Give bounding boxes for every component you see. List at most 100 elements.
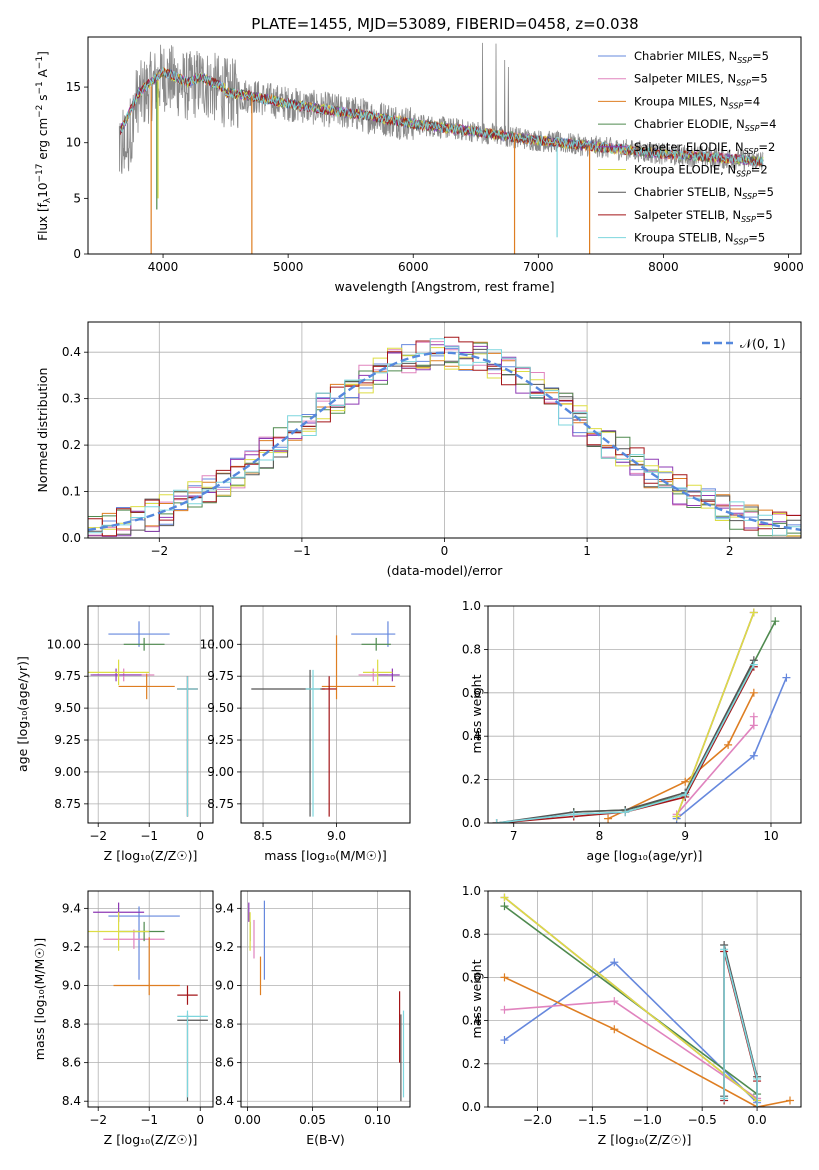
y-axis-label: mass weight: [469, 674, 484, 753]
x-axis-label: Z [log₁₀(Z/Z☉)]: [598, 1132, 692, 1147]
point-marker-chabrier_miles: [782, 673, 791, 682]
y-axis-label: age [log₁₀(age/yr)]: [15, 656, 30, 772]
x-tick-label: −2: [150, 544, 168, 558]
y-tick-label: 9.75: [207, 669, 234, 683]
y-tick-label: 0.2: [462, 1057, 481, 1071]
x-axis-label: wavelength [Angstrom, rest frame]: [334, 279, 554, 294]
spectrum-plot-area: [118, 42, 764, 254]
y-tick-label: 1.0: [462, 884, 481, 898]
y-tick-label: 9.25: [207, 733, 234, 747]
spectrum-panel: 4000 5000 6000 7000 8000 9000 0 5 10 15 wavelength…: [35, 36, 804, 294]
x-tick-label: 0: [196, 829, 204, 843]
point-marker-kroupa_miles: [786, 1096, 795, 1105]
x-axis-label: (data-model)/error: [387, 563, 504, 578]
series-line-chabrier_miles: [676, 677, 788, 820]
mass_vs_Z-panel: −2 −1 0 8.4 8.6 8.8 9.0 9.2 9.4 Z [log₁₀(Z/Z☉)] ma…: [32, 890, 214, 1147]
x-tick-label: −2: [89, 1113, 107, 1127]
mass_vs_Z-plot-area: [88, 902, 208, 1102]
y-tick-label: 10.00: [200, 637, 234, 651]
x-tick-label: 5000: [273, 260, 304, 274]
y-tick-label: 9.75: [54, 669, 81, 683]
point-marker-kroupa_elodie: [500, 893, 509, 902]
x-tick-label: −2.0: [523, 1113, 552, 1127]
point-marker-salpeter_miles: [500, 1005, 509, 1014]
y-tick-label: 9.0: [215, 979, 234, 993]
y-tick-label: 0.0: [462, 1100, 481, 1114]
y-tick-label: 9.2: [62, 940, 81, 954]
y-tick-label: 0.8: [462, 927, 481, 941]
massweight_vs_age-plot-area: [492, 608, 791, 823]
point-marker-chabrier_elodie: [771, 617, 780, 626]
x-tick-label: 0: [196, 1113, 204, 1127]
legend-label-kroupa_elodie: Kroupa ELODIE, NSSP=2: [634, 163, 768, 179]
y-tick-label: 1.0: [462, 599, 481, 613]
point-marker-kroupa_elodie: [749, 608, 758, 617]
y-tick-label: 9.2: [215, 940, 234, 954]
x-tick-label: −1: [293, 544, 311, 558]
x-tick-label: 7: [510, 829, 518, 843]
point-marker-kroupa_stelib: [720, 945, 729, 954]
point-marker-chabrier_miles: [610, 958, 619, 967]
y-tick-label: 9.00: [207, 765, 234, 779]
x-axis-label: age [log₁₀(age/yr)]: [587, 848, 703, 863]
model-line-salpeter_stelib: [120, 67, 764, 168]
axes-frame: [87, 36, 802, 255]
series-line-salpeter_stelib: [496, 666, 755, 823]
y-tick-label: 0.0: [62, 531, 81, 545]
legend-label-kroupa_stelib: Kroupa STELIB, NSSP=5: [634, 231, 765, 247]
x-axis-label: Z [log₁₀(Z/Z☉)]: [104, 848, 198, 863]
point-marker-kroupa_elodie: [672, 812, 681, 821]
y-tick-label: 8.4: [215, 1094, 234, 1108]
residuals-plot-area: [88, 336, 801, 537]
age_vs_mass-panel: 8.5 9.0 8.75 9.00 9.25 9.50 9.75 10.00 mass [log…: [200, 605, 411, 863]
axes-frame: [487, 605, 802, 824]
series-line-kroupa_elodie: [503, 896, 758, 1102]
legend-label-kroupa_miles: Kroupa MILES, NSSP=4: [634, 94, 760, 110]
y-tick-label: 9.50: [54, 701, 81, 715]
point-marker-kroupa_miles: [749, 688, 758, 697]
legend-label-salpeter_miles: Salpeter MILES, NSSP=5: [634, 72, 768, 88]
data-spectrum-line: [118, 42, 764, 174]
legend: Chabrier MILES, NSSP=5 Salpeter MILES, NS…: [598, 49, 776, 247]
x-tick-label: −1.5: [578, 1113, 607, 1127]
x-tick-label: −0.5: [688, 1113, 717, 1127]
y-tick-label: 0.2: [62, 438, 81, 452]
series-line-kroupa_miles: [504, 976, 791, 1107]
x-tick-label: 0: [441, 544, 449, 558]
y-tick-label: 0.4: [62, 345, 81, 359]
point-marker-kroupa_stelib: [621, 808, 630, 817]
y-tick-label: 8.4: [62, 1094, 81, 1108]
axes-frame: [240, 605, 411, 824]
y-tick-label: 8.8: [62, 1017, 81, 1031]
y-tick-label: 5: [73, 191, 81, 205]
point-marker-kroupa_miles: [610, 1025, 619, 1034]
x-tick-label: 2: [726, 544, 734, 558]
point-marker-salpeter_miles: [610, 997, 619, 1006]
figure-title: PLATE=1455, MJD=53089, FIBERID=0458, z=0…: [251, 15, 638, 33]
x-tick-label: 0.05: [299, 1113, 326, 1127]
x-tick-label: 1: [583, 544, 591, 558]
x-tick-label: 9.0: [327, 829, 346, 843]
y-tick-label: 8.75: [54, 797, 81, 811]
y-tick-label: 9.4: [215, 901, 234, 915]
axes-frame: [240, 890, 411, 1108]
x-tick-label: −2: [89, 829, 107, 843]
legend-label-chabrier_stelib: Chabrier STELIB, NSSP=5: [634, 185, 774, 201]
y-axis-label: mass weight: [469, 959, 484, 1038]
series-line-chabrier_elodie: [573, 620, 777, 813]
legend: 𝒩(0, 1): [702, 336, 786, 351]
normal-curve: [88, 351, 801, 532]
series-line-chabrier_miles: [504, 961, 758, 1104]
legend-label-normal: 𝒩(0, 1): [740, 336, 786, 351]
histogram-chabrier_stelib: [88, 348, 801, 535]
point-marker-kroupa_miles: [724, 740, 733, 749]
point-marker-kroupa_stelib: [753, 1074, 762, 1083]
model-line-kroupa_stelib: [120, 66, 764, 167]
point-marker-chabrier_elodie: [500, 902, 509, 911]
histogram-kroupa_elodie: [88, 347, 801, 537]
massweight_vs_Z-panel: −2.0 −1.5 −1.0 −0.5 0.0 0.0 0.2 0.4 0.6 0.8 1.0 Z […: [462, 884, 802, 1147]
axes-frame: [87, 890, 214, 1108]
series-line-kroupa_stelib: [723, 949, 758, 1107]
point-marker-chabrier_miles: [500, 1036, 509, 1045]
y-tick-label: 9.00: [54, 765, 81, 779]
